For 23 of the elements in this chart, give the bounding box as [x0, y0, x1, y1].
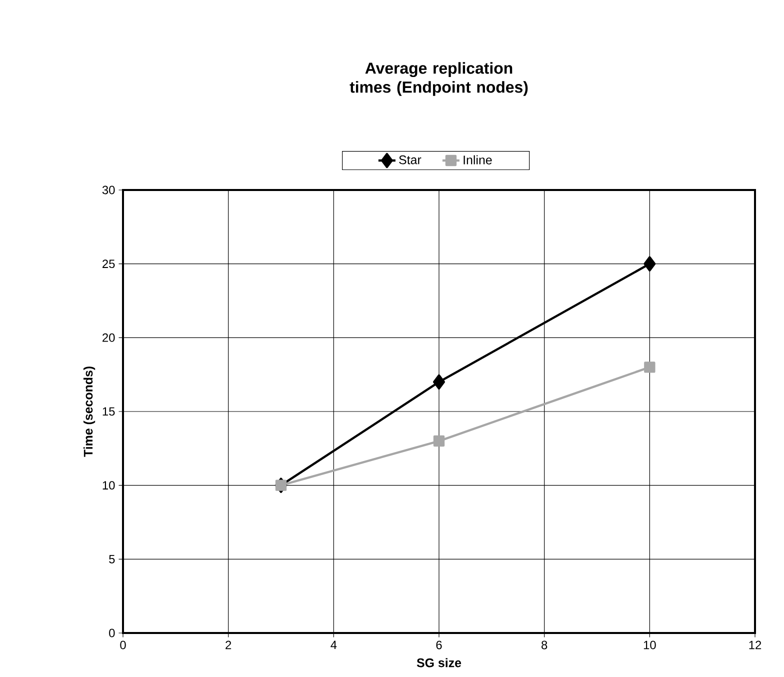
x-tick-label: 6 [436, 640, 442, 650]
chart-title: Average replication times (Endpoint nodes) [350, 62, 528, 96]
y-tick-label: 25 [102, 260, 115, 268]
x-tick-label: 2 [226, 640, 232, 650]
x-axis-title: SG size [416, 658, 462, 668]
y-axis-title: Time (seconds) [83, 366, 96, 457]
y-tick-label: 30 [102, 186, 115, 194]
point [433, 435, 445, 447]
x-tick-label: 8 [542, 640, 548, 650]
y-tick-label: 15 [102, 407, 115, 416]
point [644, 256, 656, 272]
y-tick-label: 5 [109, 555, 115, 564]
legend-label: Inline [464, 155, 492, 164]
legend-label: Star [399, 155, 422, 164]
x-tick-label: 10 [644, 640, 656, 650]
x-tick-label: 4 [330, 640, 337, 649]
x-tick-label: 0 [120, 640, 126, 650]
y-tick-label: 10 [102, 481, 115, 490]
point [433, 374, 445, 390]
x-tick-label: 12 [749, 640, 762, 650]
y-tick-label: 20 [102, 333, 115, 342]
point [644, 362, 656, 373]
y-tick-label: 0 [109, 628, 115, 638]
